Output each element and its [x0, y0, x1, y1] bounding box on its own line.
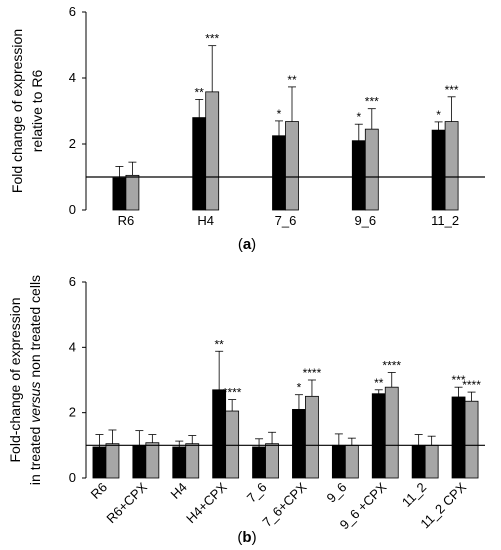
y-axis-label: Fold-change of expression in treated vers…: [7, 275, 43, 485]
y-axis-label-part: versus: [27, 382, 43, 423]
bar: [185, 443, 200, 479]
significance-label: **: [195, 85, 205, 99]
y-axis-label-part: non treated cells: [27, 275, 43, 382]
significance-label: ****: [303, 366, 322, 380]
bar: [305, 395, 319, 479]
y-tick-label: 4: [69, 339, 76, 354]
y-tick-label: 2: [69, 405, 76, 420]
bar: [292, 408, 306, 479]
x-tick-label: 7_6: [275, 213, 297, 228]
bar: [331, 444, 346, 479]
significance-label: ***: [445, 83, 459, 97]
bar: [411, 444, 426, 479]
panel-caption-part: (: [237, 529, 242, 546]
bar: [132, 444, 147, 479]
bar: [125, 174, 140, 211]
significance-label: ***: [452, 373, 466, 387]
bar: [145, 442, 160, 479]
bar: [351, 140, 366, 211]
bar: [424, 444, 439, 479]
x-tick-label: R6+CPX: [103, 479, 150, 526]
bar: [272, 135, 286, 211]
bar: [285, 121, 299, 211]
significance-label: *: [297, 381, 302, 395]
bar: [444, 121, 459, 211]
panel-caption: (b): [237, 529, 256, 546]
bar: [212, 389, 227, 479]
bar: [112, 177, 127, 211]
panel-caption-part: b: [242, 529, 251, 546]
panel-caption-part: (: [238, 236, 243, 253]
significance-label: ****: [382, 358, 401, 372]
y-tick-label: 2: [69, 136, 76, 151]
significance-label: *: [356, 110, 361, 124]
y-tick-label: 6: [69, 274, 76, 289]
panel-caption: (a): [238, 236, 256, 253]
bar: [344, 444, 359, 479]
y-tick-label: 0: [69, 470, 76, 485]
y-tick-label: 0: [69, 202, 76, 217]
panel-caption-part: ): [251, 236, 256, 253]
x-tick-label: R6: [88, 480, 110, 502]
y-tick-label: 6: [69, 4, 76, 19]
significance-label: ***: [365, 95, 379, 109]
x-tick-label: 7_6+CPX: [259, 479, 309, 529]
y-axis-label-part: Fold-change of expression: [7, 298, 23, 463]
x-tick-label: H4+CPX: [183, 479, 230, 526]
bar: [225, 410, 240, 479]
x-tick-label: H4: [168, 480, 190, 502]
significance-label: *: [436, 108, 441, 122]
significance-label: ****: [462, 378, 481, 392]
significance-label: **: [287, 73, 297, 87]
x-tick-label: 11_2: [431, 213, 459, 228]
bar: [92, 446, 107, 479]
y-tick-label: 4: [69, 70, 76, 85]
y-axis-label: Fold change of expression relative to R6: [9, 29, 45, 193]
significance-label: **: [374, 376, 384, 390]
significance-label: *: [277, 107, 282, 121]
bar: [371, 393, 386, 479]
bar: [451, 396, 466, 479]
bar: [172, 446, 187, 479]
x-tick-label: H4: [197, 213, 214, 228]
bar: [265, 443, 279, 479]
significance-label: ***: [205, 32, 219, 46]
x-tick-label: 11_2: [399, 480, 429, 510]
y-axis-label-part: in treated: [27, 423, 43, 485]
panel-caption-part: ): [252, 529, 257, 546]
x-tick-label: 9_6: [354, 213, 376, 228]
x-tick-label: 7_6: [244, 480, 270, 506]
bar: [105, 443, 120, 479]
bar: [384, 386, 399, 479]
bar: [252, 446, 266, 479]
y-axis-label-line: in treated versus non treated cells: [27, 275, 43, 485]
y-axis-label-line: relative to R6: [29, 70, 45, 153]
bar: [431, 129, 446, 211]
significance-label: **: [214, 337, 224, 351]
y-axis-label-line: Fold-change of expression: [7, 298, 23, 463]
y-axis-label-line: Fold change of expression: [9, 29, 25, 193]
panel-caption-part: a: [243, 236, 252, 253]
bar: [192, 117, 207, 211]
significance-label: ****: [223, 386, 242, 400]
bar: [464, 400, 479, 479]
x-tick-label: R6: [118, 213, 135, 228]
x-tick-label: 9_6: [324, 480, 350, 506]
bar: [364, 128, 379, 211]
bar: [205, 91, 220, 211]
